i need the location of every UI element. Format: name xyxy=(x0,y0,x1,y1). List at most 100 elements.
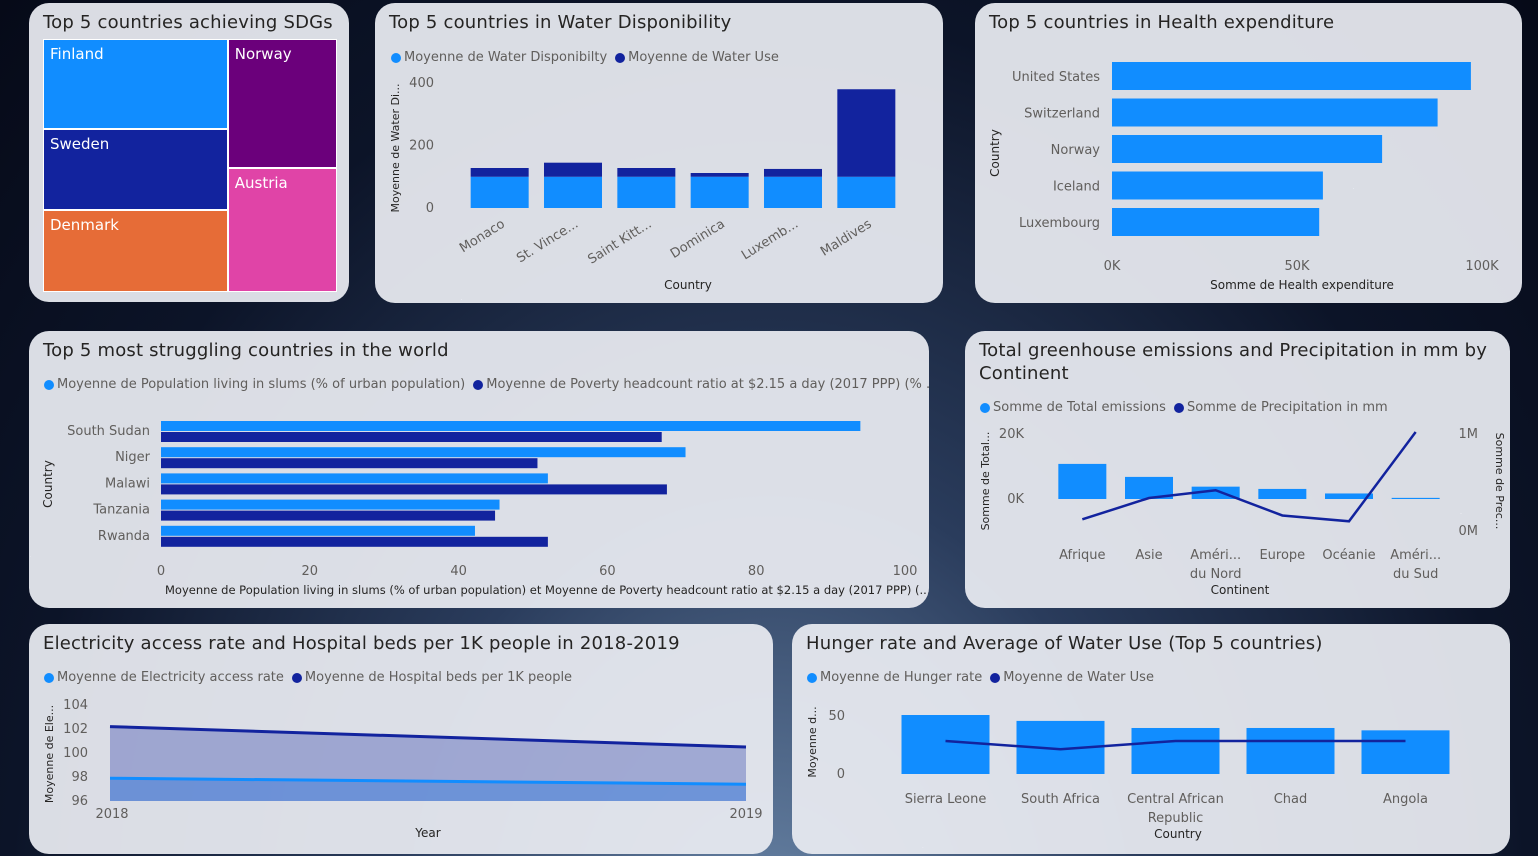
bar-poverty[interactable] xyxy=(161,510,496,521)
bar-health-expenditure[interactable] xyxy=(1112,62,1471,90)
bar-water-disponibility[interactable] xyxy=(690,176,749,208)
y-tick-label: Malawi xyxy=(105,476,150,491)
bar-slums[interactable] xyxy=(161,421,861,431)
x-tick-label: Republic xyxy=(1148,811,1204,826)
treemap-cell-denmark[interactable]: Denmark xyxy=(43,210,228,292)
bar-water-disponibility[interactable] xyxy=(837,176,896,208)
bar-health-expenditure[interactable] xyxy=(1112,135,1383,163)
legend-item[interactable]: Moyenne de Water Use xyxy=(615,50,779,65)
bar-hunger-rate[interactable] xyxy=(1131,727,1220,774)
card-title: Electricity access rate and Hospital bed… xyxy=(43,633,680,654)
y-axis-title-left: Somme de Total... xyxy=(979,432,992,531)
legend-item[interactable]: Moyenne de Water Use xyxy=(990,670,1154,685)
bar-slums[interactable] xyxy=(161,499,500,510)
bar-water-disponibility[interactable] xyxy=(617,176,676,208)
legend-item[interactable]: Moyenne de Water Disponibilty xyxy=(391,50,607,65)
bar-health-expenditure[interactable] xyxy=(1112,171,1323,200)
card-title: Top 5 countries in Water Disponibility xyxy=(389,12,732,33)
bar-total-emissions[interactable] xyxy=(1325,493,1373,499)
x-tick-label: Améri... xyxy=(1390,548,1441,563)
legend-item[interactable]: Moyenne de Hospital beds per 1K people xyxy=(291,670,572,685)
bar-total-emissions[interactable] xyxy=(1058,463,1107,499)
y-tick-label: Switzerland xyxy=(1024,107,1100,122)
line-hospital-beds[interactable] xyxy=(109,725,747,749)
x-tick-label: Central African xyxy=(1127,792,1224,807)
bar-water-use[interactable] xyxy=(617,168,676,177)
bar-water-use[interactable] xyxy=(764,168,822,177)
bar-hunger-rate[interactable] xyxy=(901,715,990,774)
legend-item[interactable]: Moyenne de Poverty headcount ratio at $2… xyxy=(473,377,929,392)
treemap-cell-norway[interactable]: Norway xyxy=(227,39,337,168)
card-hunger-rate[interactable]: Hunger rate and Average of Water Use (To… xyxy=(792,624,1510,854)
bar-poverty[interactable] xyxy=(161,484,667,495)
bar-slums[interactable] xyxy=(161,525,475,536)
line-water-use[interactable] xyxy=(945,739,1406,751)
legend-item[interactable]: Somme de Precipitation in mm xyxy=(1173,400,1388,415)
y-tick-label: 102 xyxy=(63,722,88,737)
legend-item[interactable]: Moyenne de Electricity access rate xyxy=(44,670,284,685)
bar-water-disponibility[interactable] xyxy=(764,176,822,208)
line-precipitation[interactable] xyxy=(1081,431,1417,523)
bar-total-emissions[interactable] xyxy=(1125,476,1173,499)
legend-item[interactable]: Moyenne de Population living in slums (%… xyxy=(44,377,465,392)
bar-total-emissions[interactable] xyxy=(1391,497,1440,499)
legend-item[interactable]: Somme de Total emissions xyxy=(980,400,1166,415)
x-tick-label: 0K xyxy=(1104,259,1121,274)
treemap-cell-austria[interactable]: Austria xyxy=(227,167,337,292)
y-tick-label-left: 20K xyxy=(999,427,1025,442)
legend: Moyenne de Population living in slums (%… xyxy=(44,377,929,392)
bar-water-disponibility[interactable] xyxy=(544,176,602,208)
x-tick-label: St. Vince... xyxy=(514,217,581,267)
health-bar-chart[interactable]: United States Switzerland Norway Iceland Lux… xyxy=(975,3,1522,303)
bar-water-use[interactable] xyxy=(544,162,602,177)
y-axis-title: Moyenne de Ele... xyxy=(43,705,56,803)
bar-hunger-rate[interactable] xyxy=(1361,730,1450,774)
struggle-bar-chart[interactable]: South Sudan Niger Malawi Tanzania Rwanda 0 20 4… xyxy=(29,331,929,608)
bar-water-use[interactable] xyxy=(470,168,529,177)
y-axis-title-right: Somme de Prec... xyxy=(1493,433,1506,530)
legend-item[interactable]: Moyenne de Hunger rate xyxy=(807,670,982,685)
y-tick-label-left: 0K xyxy=(1007,492,1024,507)
greenhouse-combo-chart[interactable]: 0K 20K 0M 1M Somme de Total... Somme de Prec.… xyxy=(965,331,1510,608)
treemap[interactable]: Finland Sweden Denmark Norway Austria xyxy=(43,39,337,292)
y-tick-label: 0 xyxy=(837,767,845,782)
card-struggling-countries[interactable]: Top 5 most struggling countries in the w… xyxy=(29,331,929,608)
card-health-expenditure[interactable]: Top 5 countries in Health expenditure Un… xyxy=(975,3,1522,303)
y-tick-label: 50 xyxy=(828,709,845,724)
bar-total-emissions[interactable] xyxy=(1258,488,1307,499)
treemap-cell-sweden[interactable]: Sweden xyxy=(43,128,228,211)
bar-water-use[interactable] xyxy=(837,89,896,177)
bar-slums[interactable] xyxy=(161,447,686,458)
x-tick-label: Maldives xyxy=(818,217,875,260)
bar-health-expenditure[interactable] xyxy=(1112,98,1438,127)
y-axis-title: Moyenne d... xyxy=(806,706,819,777)
hunger-combo-chart[interactable]: 0 50 Moyenne d... Sierra Leone South Africa C… xyxy=(792,624,1510,854)
bar-poverty[interactable] xyxy=(161,432,662,442)
x-tick-label: South Africa xyxy=(1021,792,1100,807)
bar-slums[interactable] xyxy=(161,473,548,484)
x-axis-title: Year xyxy=(414,826,440,840)
card-title: Top 5 most struggling countries in the w… xyxy=(43,340,449,361)
water-bar-chart[interactable]: 0 200 400 Moyenne de Water Di... Monaco St. V… xyxy=(375,3,943,303)
bar-poverty[interactable] xyxy=(161,458,538,469)
y-tick-label: 400 xyxy=(409,76,434,91)
electricity-area-chart[interactable]: 96 98 100 102 104 2018 2019 Moyenne de Ele... Ye… xyxy=(29,624,773,854)
card-water-disponibility[interactable]: Top 5 countries in Water Disponibility M… xyxy=(375,3,943,303)
card-sdg-treemap[interactable]: Top 5 countries achieving SDGs Finland Sw… xyxy=(29,3,349,302)
y-tick-label: 104 xyxy=(63,698,88,713)
treemap-cell-finland[interactable]: Finland xyxy=(43,39,228,129)
x-tick-label: du Sud xyxy=(1393,567,1438,582)
bar-hunger-rate[interactable] xyxy=(1246,727,1335,774)
card-greenhouse-emissions[interactable]: Total greenhouse emissions and Precipita… xyxy=(965,331,1510,608)
bar-water-use[interactable] xyxy=(690,173,749,177)
x-axis-title: Country xyxy=(664,278,712,292)
card-title: Top 5 countries in Health expenditure xyxy=(989,12,1335,33)
bar-poverty[interactable] xyxy=(161,536,548,547)
bar-water-disponibility[interactable] xyxy=(470,176,529,208)
line-electricity[interactable] xyxy=(109,776,747,786)
y-tick-label: Rwanda xyxy=(98,529,150,544)
card-electricity-access[interactable]: Electricity access rate and Hospital bed… xyxy=(29,624,773,854)
bar-health-expenditure[interactable] xyxy=(1112,208,1320,236)
x-tick-label: 50K xyxy=(1284,259,1310,274)
x-tick-label: 60 xyxy=(599,564,616,579)
